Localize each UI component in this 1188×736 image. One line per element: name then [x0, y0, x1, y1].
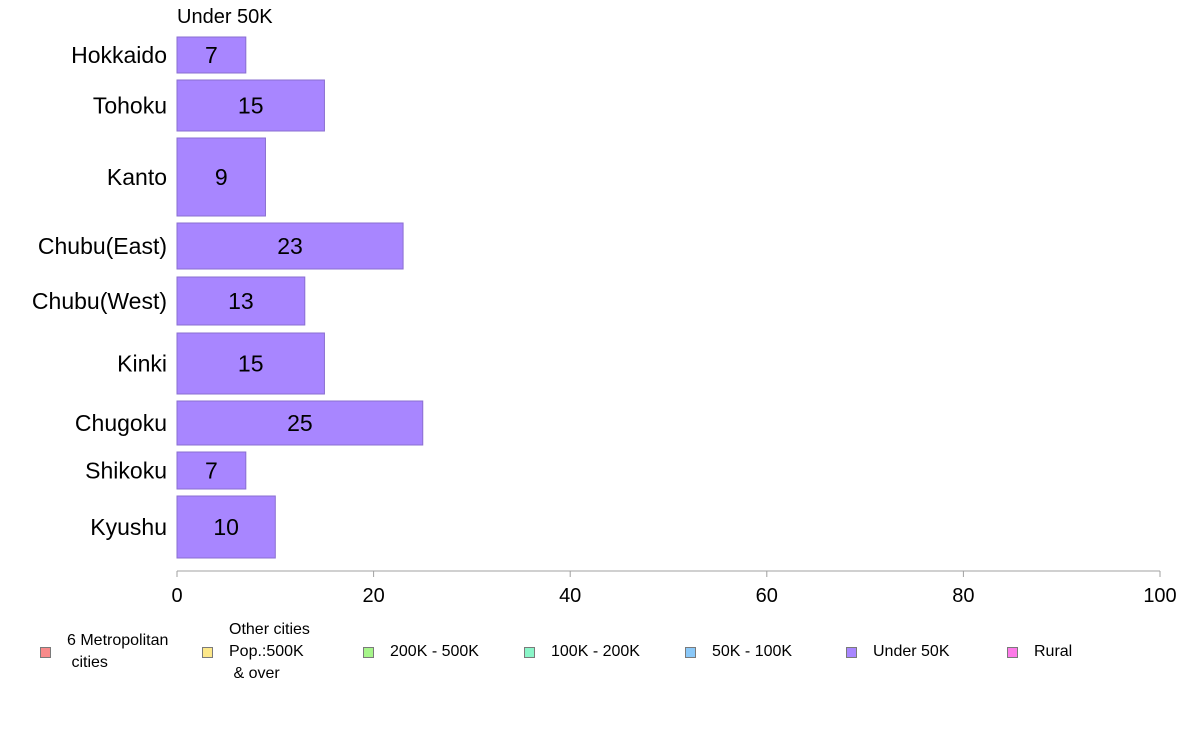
bar-value-label: 9: [215, 164, 228, 190]
bar: [176, 332, 325, 395]
bar-value-label: 10: [213, 514, 239, 540]
category-label: Tohoku: [93, 93, 167, 119]
category-label: Kyushu: [90, 514, 167, 540]
bar-value-label: 7: [205, 42, 218, 68]
bar-value-label: 7: [205, 458, 218, 484]
legend-swatch: [846, 646, 857, 658]
legend-swatch: [40, 646, 51, 658]
category-label: Chugoku: [75, 410, 167, 436]
legend-label: Other cities Pop.:500K & over: [229, 621, 310, 682]
category-label: Hokkaido: [71, 42, 167, 68]
x-tick-label: 0: [171, 585, 182, 607]
legend-item: Under 50K: [846, 641, 950, 663]
bar-value-label: 15: [238, 93, 264, 119]
bar-value-label: 13: [228, 288, 254, 314]
category-label: Chubu(East): [38, 233, 167, 259]
legend-item: 200K - 500K: [363, 641, 479, 663]
x-tick-label: 40: [559, 585, 581, 607]
legend-label: Rural: [1034, 643, 1073, 660]
x-tick-label: 80: [952, 585, 974, 607]
bar: [176, 495, 276, 559]
legend: 6 Metropolitan cities Other cities Pop.:5…: [0, 618, 1188, 698]
x-tick-label: 60: [756, 585, 778, 607]
bar: [176, 451, 247, 490]
legend-label: 6 Metropolitan cities: [67, 632, 169, 671]
category-label: Kinki: [117, 351, 167, 377]
legend-label: 100K - 200K: [551, 643, 640, 660]
bar: [176, 36, 247, 74]
bar: [176, 79, 325, 132]
legend-item: 6 Metropolitan cities: [40, 630, 168, 674]
bar: [176, 222, 404, 270]
bar-chart: 7 Hokkaido 15 Tohoku 9 Kanto 23 Chubu(East) 13 Ch…: [32, 36, 1177, 607]
category-label: Shikoku: [85, 458, 167, 484]
legend-item: 100K - 200K: [524, 641, 640, 663]
x-tick-label: 20: [362, 585, 384, 607]
legend-swatch: [363, 646, 374, 658]
bar-value-label: 23: [277, 233, 303, 259]
legend-swatch: [1007, 646, 1018, 658]
legend-label: 200K - 500K: [390, 643, 479, 660]
legend-swatch: [524, 646, 535, 658]
chart-title: Under 50K: [177, 6, 273, 28]
x-tick-label: 100: [1143, 585, 1176, 607]
legend-item: 50K - 100K: [685, 641, 792, 663]
legend-label: 50K - 100K: [712, 643, 793, 660]
bar-value-label: 25: [287, 410, 313, 436]
category-label: Kanto: [107, 164, 167, 190]
bar: [176, 137, 266, 217]
legend-item: Other cities Pop.:500K & over: [202, 619, 310, 685]
bar-value-label: 15: [238, 351, 264, 377]
legend-label: Under 50K: [873, 643, 950, 660]
legend-swatch: [685, 646, 696, 658]
bar: [176, 276, 306, 326]
legend-swatch: [202, 646, 213, 658]
bar: [176, 400, 424, 446]
category-label: Chubu(West): [32, 288, 167, 314]
legend-item: Rural: [1007, 641, 1072, 663]
